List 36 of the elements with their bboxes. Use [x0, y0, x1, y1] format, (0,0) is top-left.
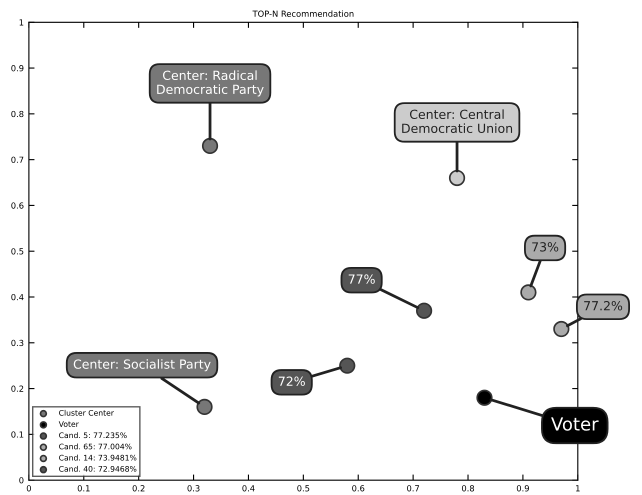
x-tick-label: 0.8	[462, 485, 474, 492]
x-tick-label: 0.1	[78, 485, 90, 492]
y-tick-label: 0.6	[11, 202, 24, 209]
y-tick-label: 0.3	[11, 340, 24, 346]
annotation: 72%	[278, 376, 305, 386]
y-tick-label: 0.1	[11, 431, 24, 438]
y-tick-label: 0	[19, 477, 24, 484]
x-tick-label: 1	[576, 485, 580, 492]
x-tick-label: 0.7	[407, 485, 420, 492]
point	[553, 320, 570, 338]
y-tick-label: 0.5	[11, 248, 24, 254]
annotation: Center: Radical Democratic Party	[157, 70, 264, 96]
y-tick-label: 0.2	[11, 386, 24, 392]
x-tick-label: 0.3	[187, 485, 200, 492]
y-tick-label: 0.4	[11, 294, 24, 300]
annotation: Center: Central Democratic Union	[402, 109, 512, 134]
annotation: Voter	[551, 417, 599, 431]
x-tick-label: 0.9	[516, 485, 529, 492]
x-tick-label: 0.2	[132, 485, 144, 492]
y-tick-label: 0.9	[11, 65, 24, 72]
y-tick-label: 0.7	[11, 156, 24, 163]
x-tick-label: 0.4	[242, 485, 255, 492]
annotation: 73%	[532, 242, 558, 252]
x-tick-label: 0	[26, 485, 31, 492]
point	[416, 302, 432, 319]
y-tick-label: 0.8	[11, 110, 24, 118]
point	[476, 390, 493, 406]
y-tick-label: 1	[20, 19, 24, 26]
annotation: Center: Socialist Party	[74, 359, 211, 372]
point	[520, 284, 537, 301]
point	[339, 358, 356, 374]
annotation: 77.2%	[584, 301, 622, 310]
chart-title: TOP-N Recommendation	[252, 10, 354, 17]
annotation: 77%	[348, 274, 375, 284]
x-tick-label: 0.6	[352, 485, 364, 492]
x-tick-label: 0.5	[297, 485, 310, 492]
